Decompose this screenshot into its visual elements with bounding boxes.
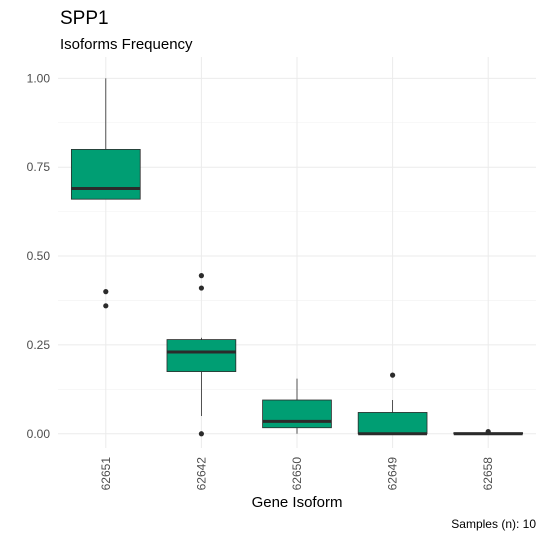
y-tick-label: 1.00 [27, 71, 51, 85]
x-tick-label: 62650 [290, 457, 304, 491]
box-62658 [453, 429, 524, 436]
y-tick-label: 0.00 [27, 427, 51, 441]
x-axis-title: Gene Isoform [252, 494, 343, 511]
y-axis-ticks: 0.00 0.25 0.50 0.75 1.00 [27, 71, 51, 440]
box-series [70, 78, 524, 437]
box-rect [357, 412, 428, 435]
box-rect [262, 399, 332, 429]
box-rect [166, 339, 237, 372]
y-tick-label: 0.75 [27, 160, 51, 174]
x-tick-label: 62651 [99, 457, 113, 491]
x-tick-label: 62642 [194, 457, 208, 491]
outlier-point [198, 273, 204, 279]
box-62649 [357, 372, 428, 436]
y-tick-label: 0.25 [27, 338, 51, 352]
box-62651 [70, 78, 141, 309]
chart-subtitle: Isoforms Frequency [60, 36, 193, 53]
outlier-point [390, 372, 396, 378]
x-tick-label: 62658 [481, 457, 495, 491]
x-axis-ticks: 62651 62642 62650 62649 62658 [99, 457, 495, 491]
samples-caption: Samples (n): 10 [451, 517, 536, 531]
outlier-point [198, 431, 204, 437]
outlier-point [103, 289, 109, 295]
outlier-point [198, 285, 204, 291]
outlier-point [103, 303, 109, 309]
box-rect [70, 149, 141, 200]
y-tick-label: 0.50 [27, 249, 51, 263]
box-62642 [166, 273, 237, 437]
box-62650 [262, 378, 332, 434]
x-tick-label: 62649 [386, 457, 400, 491]
outlier-point [485, 429, 491, 435]
chart-title: SPP1 [60, 8, 109, 29]
